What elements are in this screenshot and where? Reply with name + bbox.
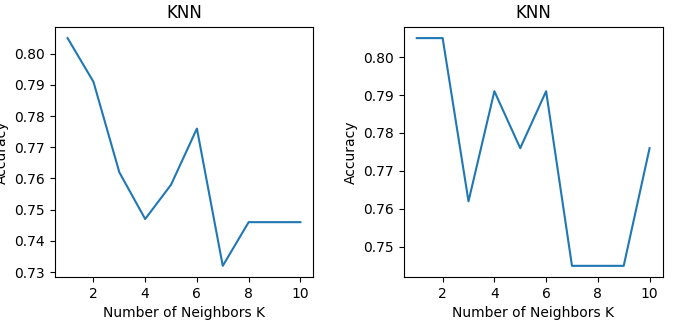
Title: KNN: KNN bbox=[166, 4, 202, 22]
Y-axis label: Accuracy: Accuracy bbox=[0, 120, 9, 184]
Y-axis label: Accuracy: Accuracy bbox=[344, 120, 358, 184]
X-axis label: Number of Neighbors K: Number of Neighbors K bbox=[103, 307, 265, 321]
Title: KNN: KNN bbox=[515, 4, 551, 22]
X-axis label: Number of Neighbors K: Number of Neighbors K bbox=[452, 307, 614, 321]
